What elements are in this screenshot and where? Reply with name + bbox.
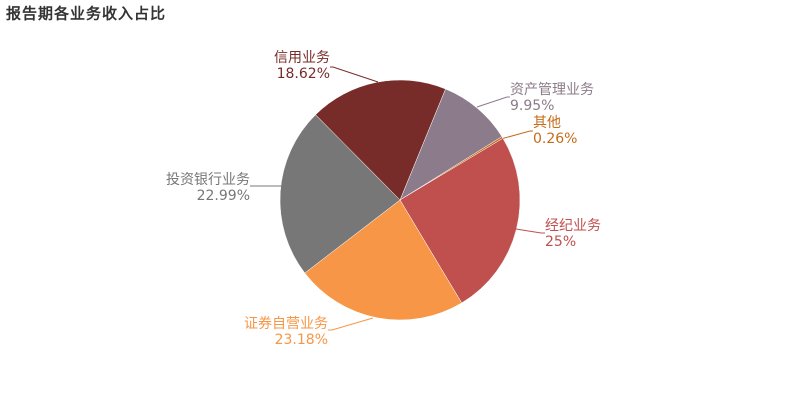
leader-line <box>330 66 379 83</box>
value-label: 23.18% <box>275 332 328 348</box>
chart-title: 报告期各业务收入占比 <box>6 5 166 23</box>
pie-slice <box>315 79 446 201</box>
slice-label: 证券自营业务 <box>244 316 328 332</box>
slice-label: 其他 <box>533 115 561 131</box>
leader-line <box>476 96 510 108</box>
slice-label: 资产管理业务 <box>510 82 594 98</box>
slice-label: 经纪业务 <box>545 218 601 234</box>
pie-slice <box>279 114 401 274</box>
leader-line <box>500 130 533 140</box>
pie-slice <box>399 88 503 201</box>
leader-line <box>328 317 374 331</box>
slice-label: 投资银行业务 <box>166 172 250 188</box>
value-label: 9.95% <box>510 98 554 114</box>
value-label: 22.99% <box>197 188 250 204</box>
value-label: 25% <box>545 234 576 250</box>
leader-line <box>515 228 545 234</box>
value-label: 0.26% <box>533 131 577 147</box>
pie-slice <box>304 199 463 321</box>
slice-label: 信用业务 <box>274 50 330 66</box>
value-label: 18.62% <box>277 66 330 82</box>
